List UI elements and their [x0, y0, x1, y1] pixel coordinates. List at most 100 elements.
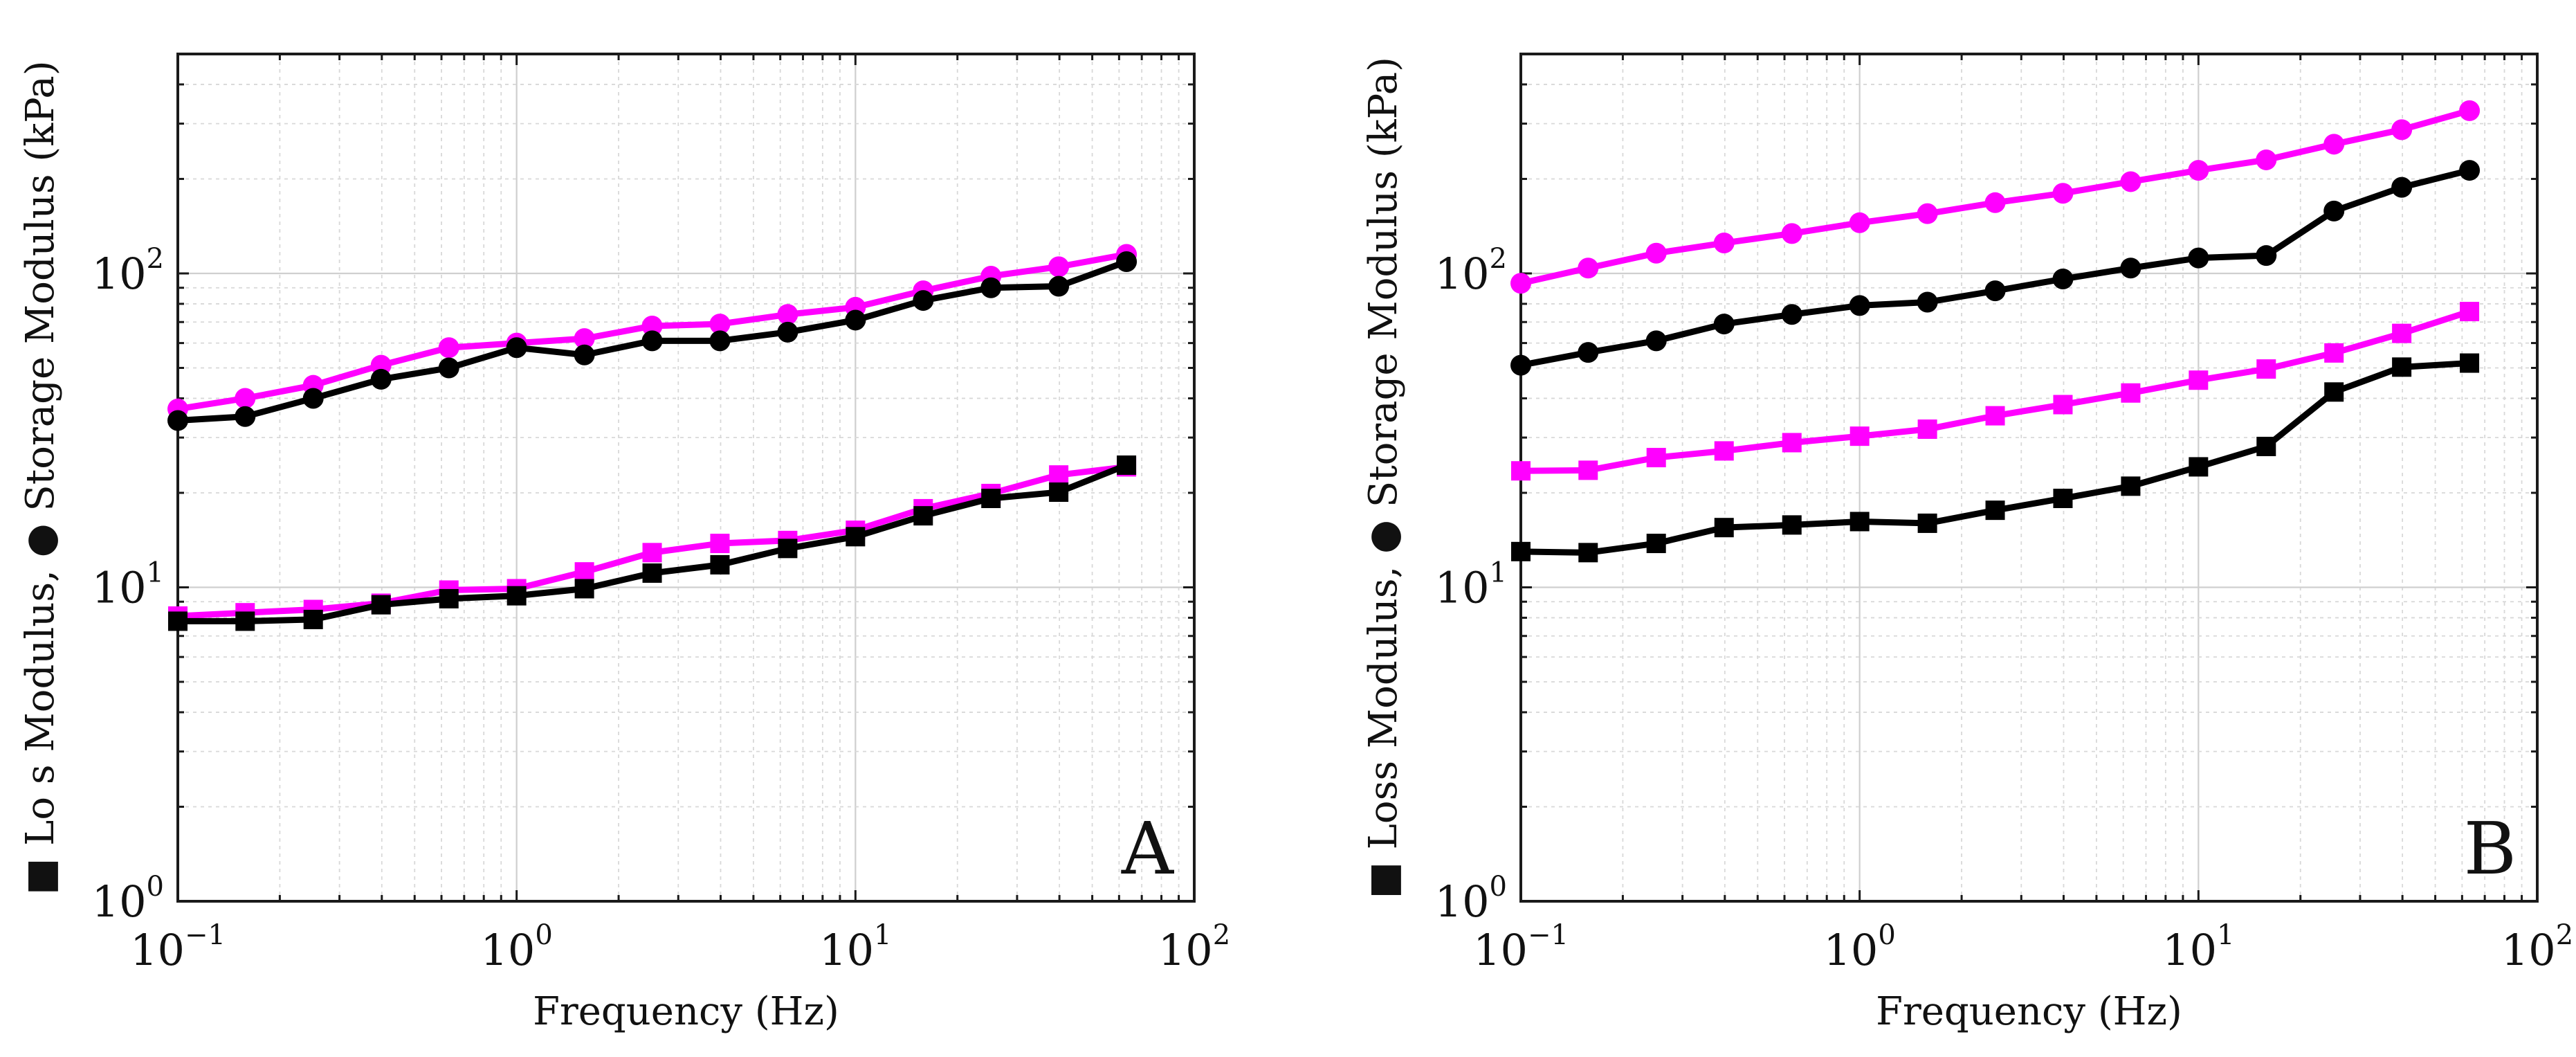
y-axis-label-storage: Storage Modulus (kPa) — [1361, 57, 1406, 507]
data-point-circle — [2459, 160, 2481, 181]
data-point-circle — [1510, 273, 1531, 294]
data-point-circle — [1984, 192, 2006, 213]
data-point-circle — [1984, 280, 2006, 302]
data-point-circle — [1578, 258, 1599, 279]
data-point-circle — [1917, 203, 1938, 224]
data-point-square — [303, 609, 323, 629]
data-point-square — [1578, 460, 1598, 480]
data-point-square — [439, 588, 459, 608]
grid — [176, 53, 1194, 903]
y-tick-label-exp: 1 — [1490, 557, 1507, 588]
data-point-square — [913, 506, 933, 526]
data-point-square — [1646, 534, 1666, 554]
y-tick-label: 100 — [1435, 871, 1507, 927]
y-tick-label: 101 — [1435, 557, 1507, 613]
data-point-square — [1714, 518, 1734, 538]
y-tick-label-exp: 1 — [147, 557, 164, 588]
x-tick-label-base: 10 — [819, 925, 874, 975]
data-point-square — [2189, 370, 2209, 390]
x-tick-label-exp: 2 — [1213, 919, 1230, 951]
data-point-circle — [1116, 251, 1138, 273]
data-point-square — [2121, 476, 2141, 496]
x-tick-label-exp: 1 — [2217, 919, 2234, 951]
data-point-circle — [709, 314, 731, 335]
data-point-circle — [1781, 304, 1802, 325]
data-point-square — [1511, 541, 1531, 561]
x-tick-label: 10−1 — [1473, 919, 1569, 975]
data-point-circle — [2188, 160, 2209, 181]
y-tick-label-base: 10 — [92, 249, 147, 299]
data-point-square — [710, 554, 730, 575]
y-axis-label-loss: Lo s Modulus, — [18, 570, 63, 846]
data-point-square — [2256, 359, 2276, 379]
data-point-square — [1917, 513, 1937, 533]
data-point-square — [506, 586, 527, 606]
data-point-square — [235, 611, 255, 631]
data-point-square — [1511, 461, 1531, 481]
circle-marker-glyph: ● — [18, 512, 63, 570]
x-tick-label-exp: −1 — [1528, 919, 1569, 951]
data-point-circle — [1048, 275, 1070, 297]
data-point-square — [1049, 482, 1069, 502]
series-storage-magenta — [1510, 100, 2481, 294]
data-point-circle — [641, 315, 663, 336]
series-storage-black — [1510, 160, 2481, 376]
data-point-circle — [1849, 212, 1870, 233]
data-point-square — [2392, 357, 2412, 377]
data-point-circle — [845, 309, 866, 331]
x-tick-label: 100 — [480, 919, 552, 975]
y-axis-label-storage: Storage Modulus (kPa) — [18, 60, 63, 511]
data-point-circle — [1645, 242, 1667, 264]
x-tick-label: 101 — [2162, 919, 2234, 975]
ticks — [1519, 53, 2539, 903]
data-point-circle — [574, 344, 595, 365]
series-loss-magenta — [168, 457, 1137, 626]
data-point-square — [1782, 515, 1802, 535]
series-loss-black — [1511, 353, 2480, 563]
data-point-circle — [2052, 269, 2074, 290]
data-point-square — [1049, 465, 1069, 485]
x-tick-label: 100 — [1823, 919, 1895, 975]
y-tick-label-base: 10 — [1435, 562, 1490, 613]
data-point-circle — [1510, 354, 1531, 376]
x-tick-label-base: 10 — [130, 925, 185, 975]
plot-frame — [1519, 53, 2539, 903]
data-point-square — [642, 543, 662, 563]
data-point-square — [2256, 437, 2276, 457]
data-point-circle — [2323, 200, 2345, 222]
data-point-circle — [167, 410, 188, 431]
data-point-circle — [2256, 149, 2277, 170]
y-axis-label: ■ Loss Modulus, ● Storage Modulus (kPa) — [1361, 57, 1406, 898]
ticks — [176, 53, 1196, 903]
data-point-circle — [1713, 233, 1735, 254]
data-point-circle — [2391, 119, 2413, 141]
data-point-circle — [913, 290, 934, 311]
data-point-square — [2324, 343, 2344, 363]
data-point-circle — [980, 277, 1002, 298]
y-axis-label: ■ Lo s Modulus, ● Storage Modulus (kPa) — [18, 60, 63, 894]
data-point-circle — [302, 388, 324, 409]
series-loss-magenta — [1511, 302, 2480, 481]
data-point-circle — [2256, 245, 2277, 266]
data-point-square — [1849, 426, 1870, 446]
data-point-square — [710, 534, 730, 554]
data-point-square — [1985, 406, 2005, 426]
data-point-circle — [777, 304, 798, 325]
data-point-square — [1646, 448, 1666, 468]
y-tick-label: 102 — [92, 243, 164, 299]
data-point-square — [2121, 383, 2141, 403]
data-point-square — [1782, 433, 1802, 453]
data-point-square — [168, 611, 188, 631]
x-tick-label-exp: 1 — [874, 919, 891, 951]
x-tick-label-base: 10 — [480, 925, 535, 975]
data-point-square — [574, 562, 594, 582]
data-point-square — [642, 563, 662, 583]
series-loss-black — [168, 455, 1137, 631]
data-point-circle — [438, 337, 459, 359]
data-point-square — [2460, 353, 2480, 373]
data-point-circle — [574, 328, 595, 350]
x-tick-label: 102 — [1158, 919, 1230, 975]
x-axis-label: Frequency (Hz) — [533, 989, 839, 1034]
panel-letter: A — [1121, 806, 1175, 891]
data-point-circle — [1048, 256, 1070, 278]
